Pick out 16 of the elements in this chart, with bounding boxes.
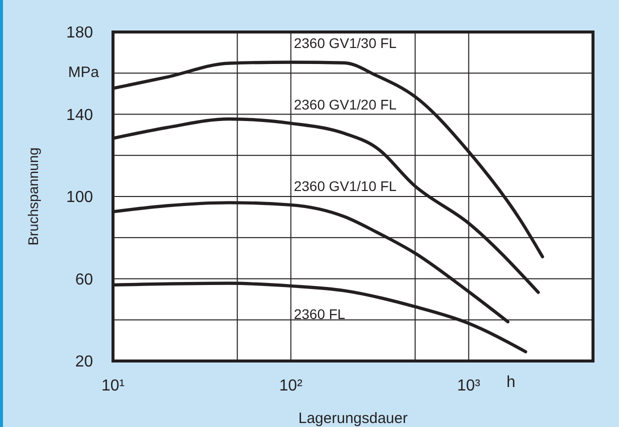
series-label: 2360 GV1/10 FL <box>294 178 397 194</box>
series-label: 2360 FL <box>294 306 346 322</box>
x-tick-label: 10³ <box>457 377 481 394</box>
y-tick-label: 140 <box>66 106 94 124</box>
x-tick-label: 10² <box>279 377 304 394</box>
series-label: 2360 GV1/20 FL <box>294 96 397 112</box>
x-tick-label: 10¹ <box>101 377 125 394</box>
y-tick-label: 20 <box>75 354 94 371</box>
y-tick-label: 60 <box>75 271 94 288</box>
x-axis-title: Lagerungsdauer <box>298 410 408 427</box>
text: h <box>506 374 516 391</box>
text: MPa <box>68 64 100 81</box>
y-axis-title: Bruchspannung <box>24 147 41 246</box>
y-tick-label: 100 <box>66 189 94 206</box>
series-label: 2360 GV1/30 FL <box>294 35 397 52</box>
y-tick-label: 180 <box>66 24 94 42</box>
